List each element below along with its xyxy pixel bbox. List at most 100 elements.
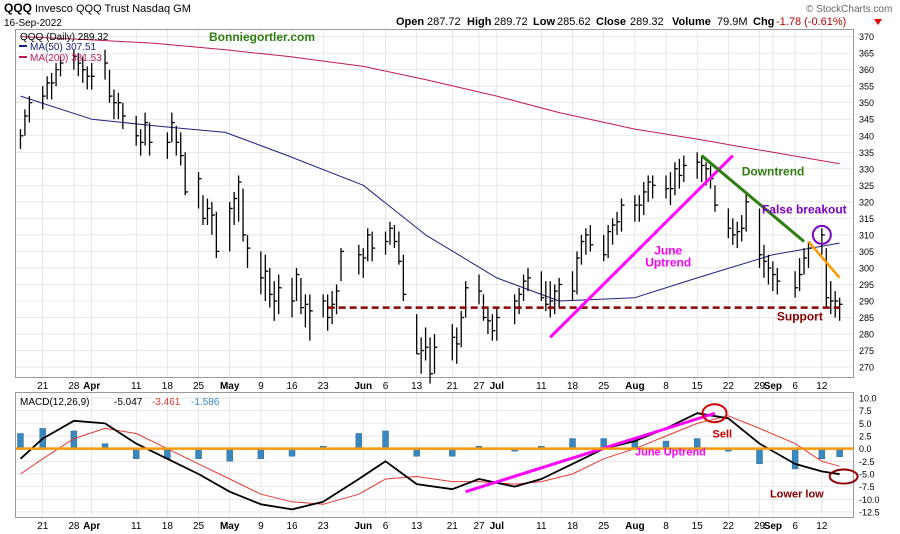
macd-x-tick-label: 15 xyxy=(692,521,704,532)
price-bars xyxy=(19,49,843,384)
price-y-tick-label: 370 xyxy=(859,32,874,42)
low-value: 285.62 xyxy=(557,16,591,28)
macd-june-uptrend-label: June Uptrend xyxy=(635,447,706,459)
price-x-tick-label: 11 xyxy=(131,381,142,392)
macd-x-tick-label: 9 xyxy=(258,521,264,532)
macd-grid xyxy=(16,393,853,517)
macd-x-axis: 21 28 Apr 11 18 25 May 9 16 23 Jun 6 13 21 27 Jul 11 18 25… xyxy=(37,521,828,532)
macd-y-tick-label: -7.5 xyxy=(859,482,875,492)
price-x-tick-label: 8 xyxy=(663,381,669,392)
macd-y-tick-label: -10.0 xyxy=(859,495,880,505)
macd-x-tick-label: Sep xyxy=(764,521,782,532)
histogram-bar xyxy=(818,448,826,459)
macd-x-tick-label: 6 xyxy=(792,521,798,532)
symbol: QQQ xyxy=(4,1,32,15)
price-x-tick-label: 29 xyxy=(754,381,766,392)
price-y-tick-label: 290 xyxy=(859,296,874,306)
histogram-bar xyxy=(569,438,576,449)
macd-x-tick-label: 28 xyxy=(68,521,80,532)
close-label: Close xyxy=(596,16,626,28)
price-y-tick-label: 300 xyxy=(859,263,874,273)
macd-x-tick-label: May xyxy=(220,521,240,532)
open-value: 287.72 xyxy=(427,16,461,28)
company-name: Invesco QQQ Trust Nasdaq GM xyxy=(35,3,191,15)
macd-value: -5.047 xyxy=(114,397,143,408)
signal-value: -3.461 xyxy=(152,397,181,408)
new-downtrend-line xyxy=(807,240,841,279)
price-x-tick-label: 18 xyxy=(162,381,174,392)
histogram-bar xyxy=(195,448,202,459)
ma50-line xyxy=(20,95,840,302)
price-y-tick-label: 280 xyxy=(859,330,874,340)
price-grid xyxy=(16,30,853,377)
price-y-tick-label: 275 xyxy=(859,346,874,356)
macd-x-tick-label: 13 xyxy=(411,521,423,532)
support-label: Support xyxy=(777,310,823,324)
price-x-axis: 21 28 Apr 11 18 25 May 9 16 23 Jun 6 13 21 27 Jul 11 18 25… xyxy=(37,381,828,392)
macd-x-tick-label: 18 xyxy=(162,521,174,532)
ma50-legend-label: MA(50) 307.51 xyxy=(30,42,97,53)
open-label: Open xyxy=(396,16,424,28)
source-label: Bonniegortler.com xyxy=(209,30,315,44)
macd-x-tick-label: 27 xyxy=(473,521,485,532)
price-x-tick-label: 13 xyxy=(411,381,423,392)
price-y-tick-label: 360 xyxy=(859,65,874,75)
june-uptrend-label-line2: Uptrend xyxy=(645,255,691,269)
price-y-tick-label: 345 xyxy=(859,115,874,125)
price-x-tick-label: Sep xyxy=(764,381,782,392)
macd-x-tick-label: 12 xyxy=(816,521,828,532)
high-label: High xyxy=(467,16,492,28)
macd-x-tick-label: 23 xyxy=(318,521,330,532)
price-x-tick-label: Apr xyxy=(83,381,100,392)
price-x-tick-label: 18 xyxy=(567,381,579,392)
price-y-tick-label: 355 xyxy=(859,82,874,92)
macd-x-tick-label: 6 xyxy=(383,521,389,532)
price-x-tick-label: 6 xyxy=(792,381,798,392)
macd-x-tick-label: 11 xyxy=(131,521,142,532)
price-x-tick-label: 21 xyxy=(37,381,49,392)
chg-value: -1.78 (-0.61%) xyxy=(776,16,846,28)
macd-panel-title: MACD(12,26,9) xyxy=(20,397,89,408)
price-x-tick-label: 25 xyxy=(598,381,610,392)
price-y-tick-label: 350 xyxy=(859,98,874,108)
price-y-tick-label: 315 xyxy=(859,214,874,224)
macd-line xyxy=(19,412,840,511)
macd-y-axis: 10.0 7.5 5.0 2.5 0.0 -2.5 -5.0 -7.5 -10.0 -12.5 xyxy=(859,394,880,518)
macd-y-tick-label: -12.5 xyxy=(859,507,880,517)
price-x-tick-label: 23 xyxy=(318,381,330,392)
histogram-bar xyxy=(226,448,233,462)
macd-y-tick-label: 0.0 xyxy=(859,444,872,454)
downtrend-line xyxy=(700,154,805,243)
macd-x-tick-label: 22 xyxy=(723,521,735,532)
price-x-tick-label: 9 xyxy=(258,381,264,392)
price-y-tick-label: 320 xyxy=(859,197,874,207)
price-y-tick-label: 330 xyxy=(859,164,874,174)
macd-y-tick-label: 10.0 xyxy=(859,394,877,404)
histogram-bar xyxy=(133,448,140,459)
price-y-tick-label: 335 xyxy=(859,148,874,158)
price-y-tick-label: 325 xyxy=(859,181,874,191)
macd-x-tick-label: 21 xyxy=(447,521,459,532)
price-x-tick-label: Jul xyxy=(490,381,505,392)
macd-x-tick-label: 18 xyxy=(567,521,579,532)
histogram-bar xyxy=(791,448,799,470)
false-breakout-circle xyxy=(811,224,832,245)
low-label: Low xyxy=(533,16,555,28)
macd-x-tick-label: 25 xyxy=(598,521,610,532)
chg-label: Chg xyxy=(753,16,774,28)
price-panel-frame xyxy=(15,29,854,378)
macd-y-tick-label: -2.5 xyxy=(859,457,875,467)
price-y-tick-label: 285 xyxy=(859,313,874,323)
histogram-bar xyxy=(257,448,265,459)
lower-low-label: Lower low xyxy=(770,488,824,500)
volume-value: 79.9M xyxy=(717,16,748,28)
macd-y-tick-label: 2.5 xyxy=(859,432,872,442)
june-uptrend-line xyxy=(549,154,734,339)
histogram-bar xyxy=(382,430,389,449)
price-x-tick-label: 21 xyxy=(447,381,459,392)
macd-x-tick-label: Jun xyxy=(354,521,372,532)
ma200-legend-label: MA(200) 331.53 xyxy=(30,53,102,64)
price-y-axis: 270 275 280 285 290 295 300 305 310 315 320 325 330 3… xyxy=(859,32,874,372)
